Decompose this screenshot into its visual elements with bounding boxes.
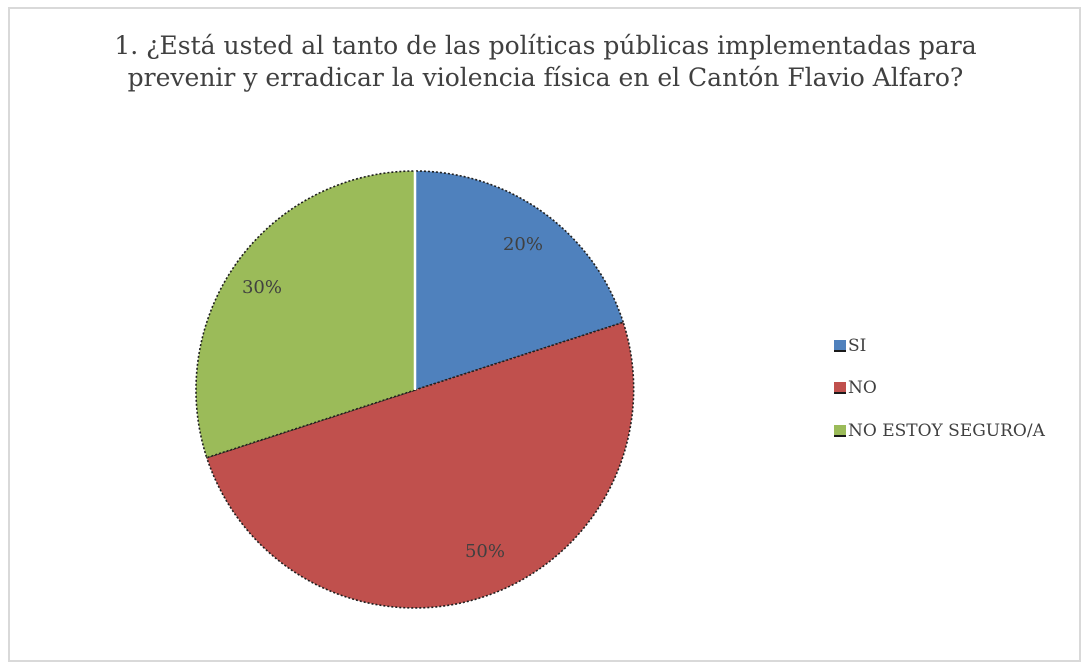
legend-label-no-estoy-seguro: NO ESTOY SEGURO/A [848,421,1045,441]
chart-title: 1. ¿Está usted al tanto de las políticas… [0,30,1091,94]
pie-slice-no [205,321,635,609]
data-label-no-estoy-seguro: 30% [242,277,282,298]
data-label-no: 50% [465,541,505,562]
legend-item-no-estoy-seguro: NO ESTOY SEGURO/A [834,419,1045,443]
chart-title-line-1: 1. ¿Está usted al tanto de las políticas… [114,31,977,60]
legend-swatch-no-estoy-seguro [834,425,846,437]
chart-title-line-2: prevenir y erradicar la violencia física… [127,63,964,92]
legend-item-no: NO [834,376,877,400]
legend-label-si: SI [848,336,867,356]
legend-swatch-si [834,340,846,352]
pie-slices [195,170,635,609]
legend-label-no: NO [848,378,877,398]
pie-slice-no-estoy-seguro [195,170,416,459]
pie-slice-si [414,170,625,391]
data-label-si: 20% [503,234,543,255]
legend-swatch-no [834,382,846,394]
pie-data-labels: 20% 50% 30% [242,234,543,562]
legend-item-si: SI [834,334,866,358]
